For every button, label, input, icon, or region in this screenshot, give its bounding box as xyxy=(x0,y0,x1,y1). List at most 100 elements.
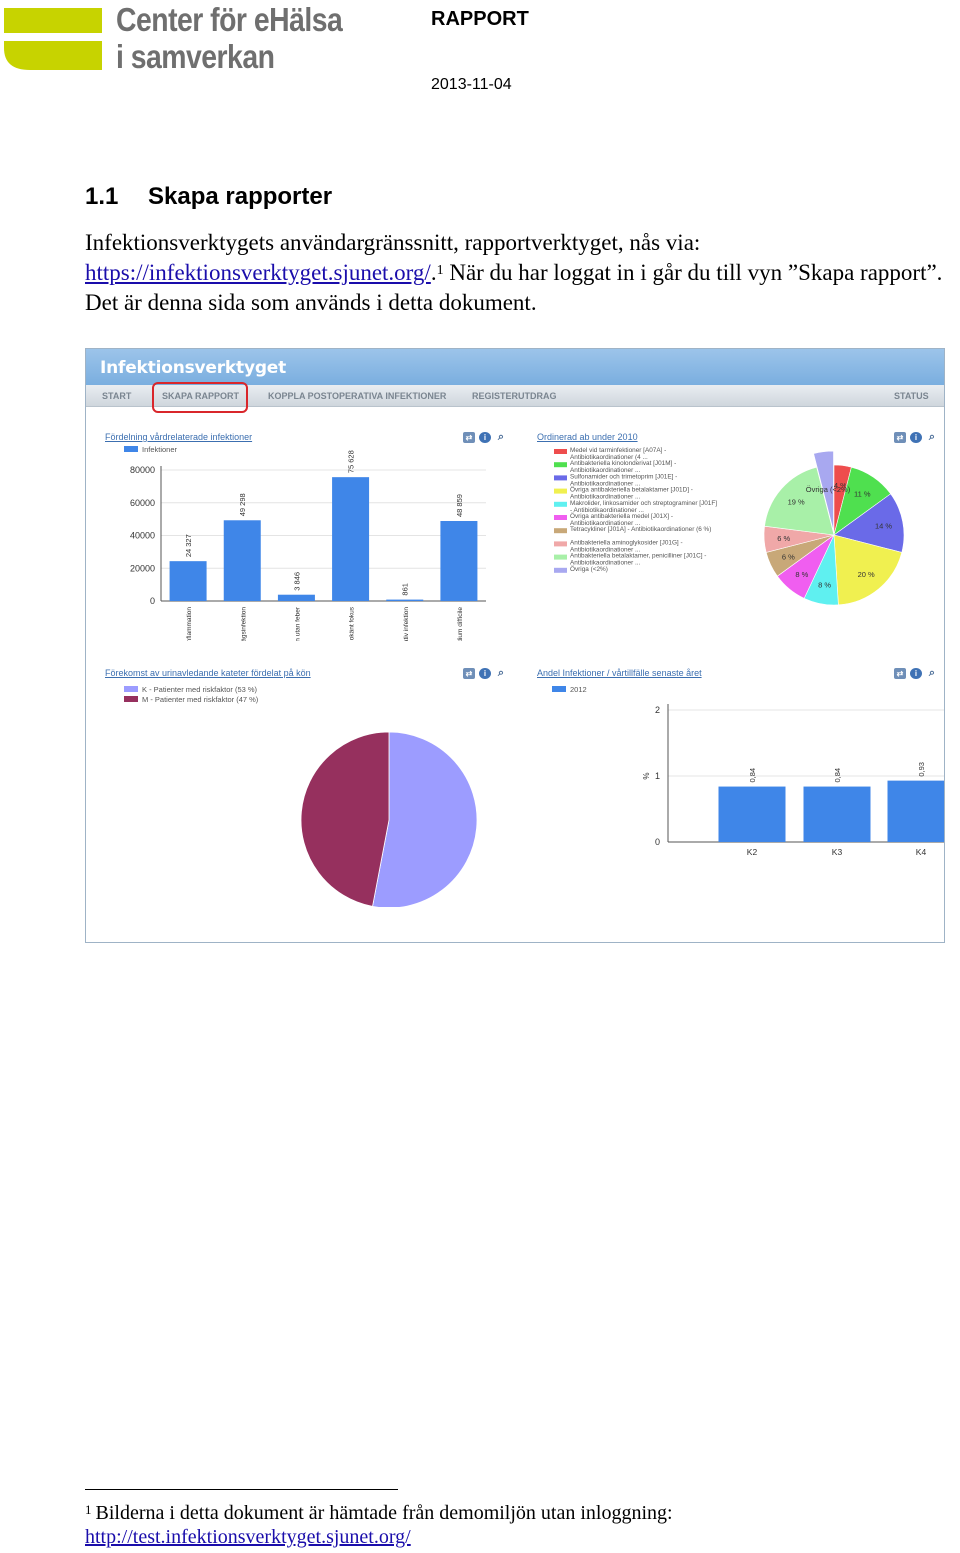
bar-data-label: 3 846 xyxy=(292,572,301,591)
pie-slice xyxy=(833,493,905,553)
body-paragraph: Infektionsverktygets användargränssnitt,… xyxy=(85,228,960,318)
panel-title-antibiotics[interactable]: Ordinerad ab under 2010 xyxy=(537,432,638,442)
nav-registerutdrag[interactable]: REGISTERUTDRAG xyxy=(472,391,557,401)
legend-label: K - Patienter med riskfaktor (53 %) xyxy=(142,685,258,694)
section-heading: 1.1 Skapa rapporter xyxy=(85,183,332,211)
footnote-ref[interactable]: 1 xyxy=(436,263,444,278)
info-icon[interactable]: i xyxy=(910,432,922,443)
zoom-icon[interactable]: ⌕ xyxy=(497,667,505,679)
x-tick-label: infektion med Clostridium difficile xyxy=(457,607,464,641)
panel-title-infection-share[interactable]: Andel Infektioner / vårtillfälle senaste… xyxy=(537,668,702,678)
panel-icons-2: ⇄ i ⌕ xyxy=(894,432,938,444)
info-icon[interactable]: i xyxy=(479,432,491,443)
app-title: Infektionsverktyget xyxy=(100,358,287,378)
pie-slice-label: 6 % xyxy=(777,534,790,543)
y-tick-label: 1 xyxy=(655,771,660,781)
panel-icons-4: ⇄ i ⌕ xyxy=(894,668,938,680)
pie-slice-label: Övriga (<2%) xyxy=(806,485,851,494)
bar xyxy=(386,599,424,601)
bar-data-label: 49 298 xyxy=(238,493,247,516)
bar xyxy=(887,780,944,842)
footnote-rule xyxy=(85,1489,398,1490)
section-number: 1.1 xyxy=(85,183,119,210)
export-icon[interactable]: ⇄ xyxy=(463,432,475,443)
legend-swatch xyxy=(554,449,567,454)
info-icon[interactable]: i xyxy=(479,668,491,679)
y-tick-label: 20000 xyxy=(130,563,155,573)
bar-data-label: 75 628 xyxy=(347,450,356,473)
export-icon[interactable]: ⇄ xyxy=(463,668,475,679)
panel-icons-1: ⇄ i ⌕ xyxy=(463,432,507,444)
nav-status[interactable]: STATUS xyxy=(894,391,929,401)
catheter-pie-chart: K - Patienter med riskfaktor (53 %)M - P… xyxy=(124,685,478,907)
legend-swatch xyxy=(124,446,138,452)
bar-data-label: 48 859 xyxy=(455,494,464,517)
nav-skapa-rapport[interactable]: SKAPA RAPPORT xyxy=(162,391,240,401)
pie-slice-label: 20 % xyxy=(858,570,875,579)
zoom-icon[interactable]: ⌕ xyxy=(497,431,505,443)
panel-title-infections[interactable]: Fördelning vårdrelaterade infektioner xyxy=(105,432,253,442)
pie-slice xyxy=(764,466,835,536)
legend-swatch xyxy=(554,475,567,481)
y-tick-label: 80000 xyxy=(130,465,155,475)
bar-data-label: 0,84 xyxy=(748,768,757,783)
legend-label: Antibiotikaordinationer ... xyxy=(570,520,641,527)
pie-slice-label: 11 % xyxy=(854,489,871,498)
pie-slice xyxy=(372,731,478,907)
pie-slice xyxy=(300,731,390,907)
export-icon[interactable]: ⇄ xyxy=(894,668,906,679)
info-icon[interactable]: i xyxy=(910,668,922,679)
legend-swatch xyxy=(554,462,567,468)
body-rest: När du har loggat in i går du till vyn ”… xyxy=(85,260,943,315)
export-icon[interactable]: ⇄ xyxy=(894,432,906,443)
x-tick-label: K3 xyxy=(832,847,843,857)
legend-label: Antibakteriella betalaktamer, penicillin… xyxy=(570,553,706,560)
legend-label: Antibiotikaordinationer ... xyxy=(570,494,641,501)
bar xyxy=(277,594,315,601)
legend-swatch xyxy=(554,528,567,534)
link-period: . xyxy=(430,260,437,285)
legend-swatch xyxy=(554,554,567,560)
antibiotics-pie-chart: Medel vid tarminfektioner [A07A] -Antibi… xyxy=(554,447,905,606)
y-tick-label: 0 xyxy=(150,596,155,606)
legend-label: Makrolider, linkosamider och streptogram… xyxy=(570,500,717,507)
logo: Center för eHälsa i samverkan xyxy=(0,0,380,80)
y-tick-label: 60000 xyxy=(130,498,155,508)
footnote-text: Bilderna i detta dokument är hämtade frå… xyxy=(95,1502,673,1524)
bar-data-label: 0,84 xyxy=(833,768,842,783)
x-tick-label: urinvägsinfektion utan feber xyxy=(294,606,301,641)
x-tick-label: K4 xyxy=(916,847,927,857)
nav-highlight-box xyxy=(152,382,248,413)
legend-label: - Antibiotikaordinationer ... xyxy=(570,507,644,514)
report-label: RAPPORT xyxy=(431,8,529,30)
zoom-icon[interactable]: ⌕ xyxy=(928,431,936,443)
logo-mark xyxy=(4,8,102,70)
bar xyxy=(803,786,871,842)
y-tick-label: 2 xyxy=(655,705,660,715)
legend-swatch xyxy=(554,515,567,520)
bar xyxy=(169,561,207,601)
legend-label: Övriga (<2%) xyxy=(570,565,608,573)
legend-label: Antibiotikaordinationer ... xyxy=(570,560,641,567)
tool-link[interactable]: https://infektionsverktyget.sjunet.org/ xyxy=(85,260,431,285)
report-date: 2013-11-04 xyxy=(431,76,512,93)
footnote-link[interactable]: http://test.infektionsverktyget.sjunet.o… xyxy=(85,1526,411,1548)
nav-start[interactable]: START xyxy=(102,391,132,401)
bar-data-label: 24 327 xyxy=(184,534,193,557)
footnote-number: 1 xyxy=(85,1502,92,1517)
pie-slice-label: 6 % xyxy=(782,552,795,561)
panel-title-catheter[interactable]: Förekomst av urinavledande kateter förde… xyxy=(105,668,311,678)
zoom-icon[interactable]: ⌕ xyxy=(928,667,936,679)
y-tick-label: 40000 xyxy=(130,531,155,541)
panel-icons-3: ⇄ i ⌕ xyxy=(463,668,507,680)
nav-koppla-postoperativa[interactable]: KOPPLA POSTOPERATIVA INFEKTIONER xyxy=(268,391,447,401)
pie-slice-label: 14 % xyxy=(875,522,892,531)
legend-label: Infektioner xyxy=(142,445,178,454)
legend-swatch xyxy=(124,696,138,702)
app-screenshot: Infektionsverktyget START SKAPA RAPPORT … xyxy=(85,348,945,943)
legend-label: Sulfonamider och trimetoprim [J01E] - xyxy=(570,473,677,480)
bar xyxy=(223,520,261,601)
legend-label: Antibiotikaordinationer ... xyxy=(570,546,641,553)
legend-label: Antibiotikaordinationer ... xyxy=(570,467,641,474)
bar-data-label: 0,93 xyxy=(917,762,926,777)
